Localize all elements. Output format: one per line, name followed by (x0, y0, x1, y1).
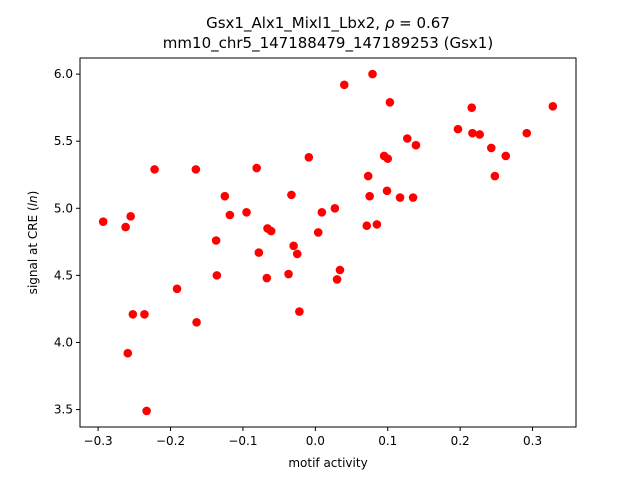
y-tick-label: 5.5 (54, 134, 73, 148)
data-point (402, 134, 412, 143)
y-axis-ticks: 3.5 4.0 4.5 5.0 5.5 6.0 (54, 67, 80, 417)
y-tick-label: 5.0 (54, 201, 73, 215)
data-point (486, 143, 496, 153)
x-tick-label: 0.1 (378, 434, 397, 448)
data-point (304, 152, 314, 162)
x-axis-label: motif activity (288, 456, 367, 470)
data-point (121, 222, 130, 232)
x-axis-ticks: −0.3 −0.2 −0.1 0.0 0.1 0.2 0.3 (84, 427, 542, 448)
data-point (287, 190, 296, 200)
data-point (501, 151, 511, 161)
data-point (395, 193, 405, 202)
data-point (262, 273, 272, 283)
data-point (252, 163, 261, 173)
data-point (475, 130, 485, 139)
chart-title-line-2: mm10_chr5_147188479_147189253 (Gsx1) (163, 34, 493, 53)
y-tick-label: 4.0 (54, 335, 73, 349)
data-point (172, 284, 182, 294)
x-tick-label: 0.2 (451, 434, 470, 448)
data-point (220, 191, 230, 201)
data-point (385, 97, 395, 107)
data-point (266, 226, 276, 236)
data-point (98, 217, 108, 226)
data-point (191, 165, 201, 174)
data-point (368, 69, 377, 79)
data-point (383, 154, 393, 163)
data-point (192, 318, 201, 327)
data-point (295, 307, 304, 316)
data-point (490, 171, 500, 181)
y-tick-label: 6.0 (54, 67, 73, 81)
data-point (211, 236, 221, 245)
data-point (372, 220, 382, 229)
data-point (242, 208, 251, 217)
data-point (411, 140, 421, 150)
x-tick-label: −0.3 (84, 434, 113, 448)
y-axis-label: signal at CRE (ln) (26, 191, 40, 295)
data-point (362, 221, 372, 231)
data-point (408, 193, 418, 202)
data-point (522, 128, 532, 138)
data-point (284, 269, 293, 279)
data-point (548, 102, 558, 111)
data-point (123, 348, 133, 358)
data-point (140, 309, 149, 319)
data-point (212, 271, 222, 280)
data-point (150, 165, 159, 174)
data-point (365, 191, 374, 201)
data-point (332, 275, 342, 284)
data-point (313, 228, 323, 237)
chart-title-line-1: Gsx1_Alx1_Mixl1_Lbx2, ρ = 0.67 (206, 14, 450, 33)
data-point (467, 103, 477, 112)
data-point (128, 309, 138, 319)
data-point (330, 203, 340, 213)
x-tick-label: −0.1 (228, 434, 257, 448)
data-point (382, 186, 392, 196)
x-tick-label: 0.3 (523, 434, 542, 448)
data-point (225, 210, 235, 220)
data-point (317, 208, 327, 217)
data-point (335, 265, 345, 275)
data-points (98, 69, 558, 416)
x-tick-label: −0.2 (156, 434, 185, 448)
plot-area-frame (79, 57, 577, 428)
data-point (289, 241, 298, 251)
data-point (363, 171, 373, 181)
y-tick-label: 4.5 (54, 268, 73, 282)
data-point (126, 212, 135, 221)
data-point (254, 248, 264, 257)
data-point (292, 249, 302, 259)
y-tick-label: 3.5 (54, 403, 73, 417)
data-point (339, 80, 349, 90)
data-point (453, 124, 463, 134)
data-point (142, 406, 151, 416)
x-tick-label: 0.0 (306, 434, 325, 448)
data-point (468, 128, 477, 138)
